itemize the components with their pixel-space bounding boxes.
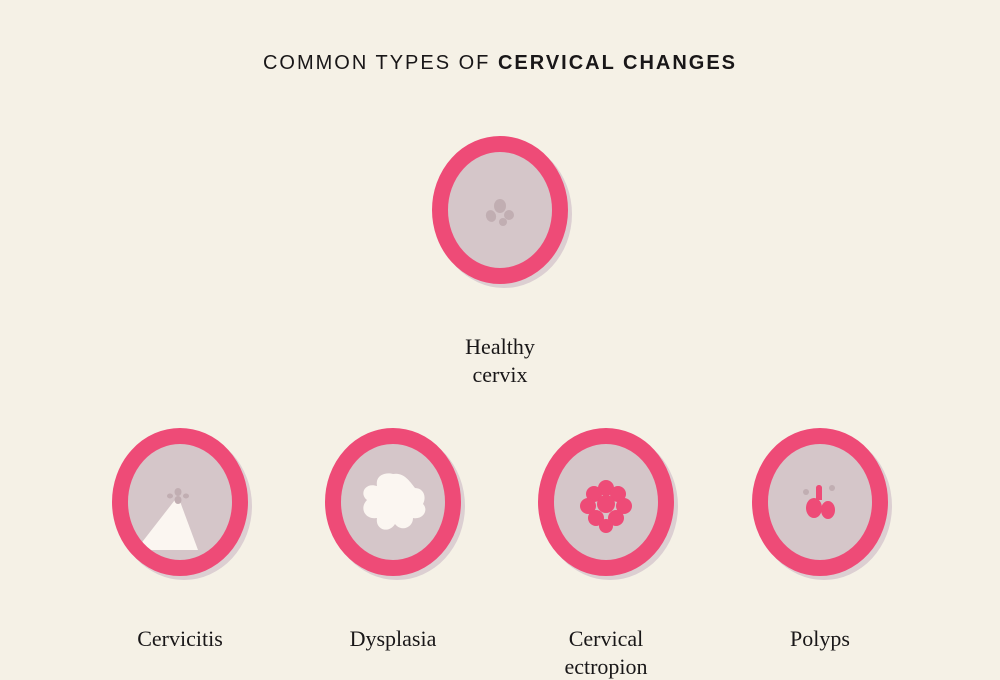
polyps-circle-icon bbox=[736, 412, 904, 597]
ectropion-circle-icon bbox=[522, 412, 690, 597]
diagram-item-cervicitis: Cervicitis bbox=[96, 412, 264, 653]
title-bold: CERVICAL CHANGES bbox=[498, 52, 737, 74]
healthy-circle-icon bbox=[416, 120, 584, 305]
cervicitis-circle-icon bbox=[96, 412, 264, 597]
ectropion-label: Cervical ectropion bbox=[564, 625, 647, 680]
title-prefix: COMMON TYPES OF bbox=[263, 52, 498, 74]
diagram-item-ectropion: Cervical ectropion bbox=[522, 412, 690, 680]
page-title: COMMON TYPES OF CERVICAL CHANGES bbox=[263, 52, 737, 75]
diagram-item-polyps: Polyps bbox=[736, 412, 904, 653]
cervicitis-label: Cervicitis bbox=[137, 625, 223, 653]
healthy-label: Healthy cervix bbox=[465, 333, 535, 388]
dysplasia-label: Dysplasia bbox=[350, 625, 437, 653]
dysplasia-circle-icon bbox=[309, 412, 477, 597]
polyps-label: Polyps bbox=[790, 625, 850, 653]
diagram-item-dysplasia: Dysplasia bbox=[309, 412, 477, 653]
diagram-item-healthy: Healthy cervix bbox=[416, 120, 584, 388]
infographic-container: COMMON TYPES OF CERVICAL CHANGES Healthy… bbox=[0, 0, 1000, 670]
